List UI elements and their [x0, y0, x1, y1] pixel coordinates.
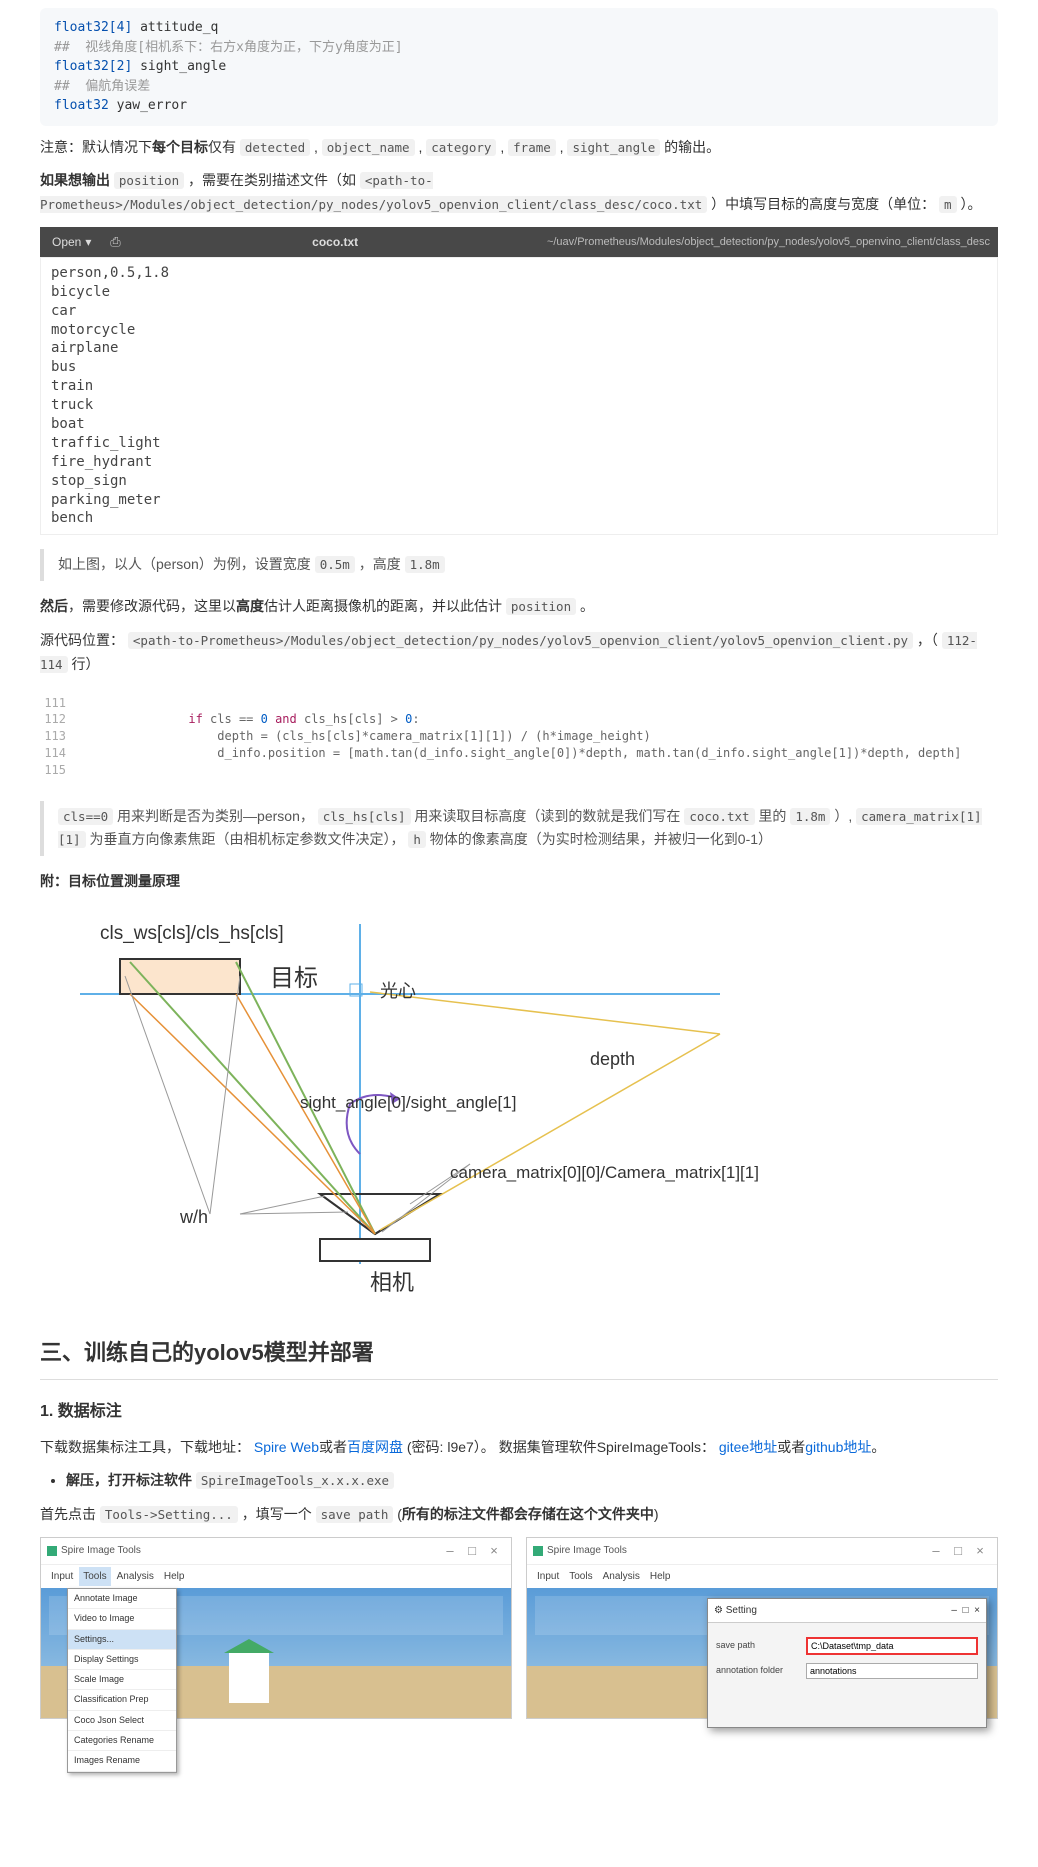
para-then: 然后，需要修改源代码，这里以高度估计人距离摄像机的距离，并以此估计 positi… — [40, 595, 998, 619]
menu-item[interactable]: Categories Rename — [68, 1731, 176, 1751]
lbl-cammatrix: camera_matrix[0][0]/Camera_matrix[1][1] — [450, 1159, 759, 1188]
gear-icon: ⚙ — [714, 1602, 723, 1619]
para-note-default: 注意：默认情况下每个目标仅有 detected , object_name , … — [40, 136, 998, 160]
link-gitee[interactable]: gitee地址 — [719, 1439, 777, 1455]
menu-item[interactable]: Coco Json Select — [68, 1711, 176, 1731]
lbl-depth: depth — [590, 1044, 635, 1075]
app-window-left: Spire Image Tools – □ × Input Tools Anal… — [40, 1537, 512, 1719]
blockquote-example: 如上图，以人（person）为例，设置宽度 0.5m ，高度 1.8m — [40, 549, 998, 581]
dialog-title: Setting — [726, 1602, 757, 1619]
measurement-diagram: cls_ws[cls]/cls_hs[cls] 目标 光心 depth sigh… — [40, 904, 800, 1304]
link-github[interactable]: github地址 — [805, 1439, 871, 1455]
lbl-optical: 光心 — [380, 976, 416, 1007]
menu-item[interactable]: Video to Image — [68, 1609, 176, 1629]
menubar: Input Tools Analysis Help — [41, 1565, 511, 1588]
file-title: coco.txt — [123, 232, 547, 252]
max-button[interactable]: □ — [461, 1540, 483, 1562]
lbl-target: 目标 — [270, 959, 318, 1000]
lbl-wh: w/h — [180, 1202, 208, 1233]
file-path: ~/uav/Prometheus/Modules/object_detectio… — [547, 233, 990, 252]
save-path-input[interactable] — [806, 1637, 978, 1655]
menu-item[interactable]: Display Settings — [68, 1650, 176, 1670]
menu-help[interactable]: Help — [646, 1567, 675, 1586]
menu-help[interactable]: Help — [160, 1567, 189, 1586]
min-button[interactable]: – — [439, 1540, 461, 1562]
para-first-click: 首先点击 Tools->Setting... ，填写一个 save path (… — [40, 1503, 998, 1527]
lbl-camera: 相机 — [370, 1264, 414, 1301]
menu-item[interactable]: Classification Prep — [68, 1690, 176, 1710]
heading-annotation: 1. 数据标注 — [40, 1398, 998, 1425]
heading-section-3: 三、训练自己的yolov5模型并部署 — [40, 1334, 998, 1380]
app-icon — [47, 1546, 57, 1556]
editor-content: person,0.5,1.8 bicycle car motorcycle ai… — [40, 257, 998, 535]
window-title: Spire Image Tools — [61, 1542, 141, 1559]
heading-attach: 附：目标位置测量原理 — [40, 870, 998, 894]
max-button[interactable]: □ — [947, 1540, 969, 1562]
min-button[interactable]: – — [925, 1540, 947, 1562]
menu-input[interactable]: Input — [47, 1567, 77, 1586]
close-button[interactable]: × — [974, 1602, 980, 1619]
menu-item[interactable]: Scale Image — [68, 1670, 176, 1690]
menubar: Input Tools Analysis Help — [527, 1565, 997, 1588]
annotation-folder-row: annotation folder — [708, 1659, 986, 1683]
save-path-row: save path — [708, 1633, 986, 1659]
para-download: 下载数据集标注工具，下载地址： Spire Web或者百度网盘 (密码: l9e… — [40, 1436, 998, 1460]
menu-input[interactable]: Input — [533, 1567, 563, 1586]
lbl-cls-ws: cls_ws[cls]/cls_hs[cls] — [100, 918, 284, 950]
screenshots-row: Spire Image Tools – □ × Input Tools Anal… — [40, 1537, 998, 1719]
editor-window: Open▾ ⎙ coco.txt ~/uav/Prometheus/Module… — [40, 227, 998, 535]
menu-tools[interactable]: Tools — [79, 1567, 110, 1586]
list-steps: 解压，打开标注软件 SpireImageTools_x.x.x.exe — [66, 1469, 998, 1493]
code-block-source: 111 112 if cls == 0 and cls_hs[cls] > 0:… — [40, 687, 998, 787]
app-icon — [533, 1546, 543, 1556]
link-baidu[interactable]: 百度网盘 — [347, 1439, 403, 1455]
app-window-right: Spire Image Tools – □ × Input Tools Anal… — [526, 1537, 998, 1719]
annotation-folder-label: annotation folder — [716, 1663, 806, 1678]
min-button[interactable]: – — [951, 1602, 957, 1619]
menu-item[interactable]: Annotate Image — [68, 1589, 176, 1609]
window-title: Spire Image Tools — [547, 1542, 627, 1559]
settings-dialog: ⚙ Setting – □ × save path annotation fol… — [707, 1598, 987, 1728]
open-button[interactable]: Open▾ — [40, 227, 103, 257]
close-button[interactable]: × — [483, 1540, 505, 1562]
save-path-label: save path — [716, 1638, 806, 1653]
para-source-loc: 源代码位置： <path-to-Prometheus>/Modules/obje… — [40, 629, 998, 677]
menu-item-settings[interactable]: Settings... — [68, 1630, 176, 1650]
menu-tools[interactable]: Tools — [565, 1567, 596, 1586]
close-button[interactable]: × — [969, 1540, 991, 1562]
print-icon[interactable]: ⎙ — [107, 234, 123, 250]
menu-item[interactable]: Images Rename — [68, 1751, 176, 1771]
lbl-sight: sight_angle[0]/sight_angle[1] — [300, 1089, 516, 1118]
menu-analysis[interactable]: Analysis — [599, 1567, 644, 1586]
link-spire-web[interactable]: Spire Web — [254, 1439, 319, 1455]
tools-dropdown: Annotate Image Video to Image Settings..… — [67, 1588, 177, 1773]
code-block-msg-def: float32[4] attitude_q ## 视线角度[相机系下：右方x角度… — [40, 8, 998, 126]
max-button[interactable]: □ — [963, 1602, 969, 1619]
blockquote-explain: cls==0 用来判断是否为类别—person， cls_hs[cls] 用来读… — [40, 801, 998, 857]
menu-analysis[interactable]: Analysis — [113, 1567, 158, 1586]
para-if-output: 如果想输出 position ，需要在类别描述文件（如 <path-to-Pro… — [40, 169, 998, 217]
annotation-folder-input[interactable] — [806, 1663, 978, 1679]
